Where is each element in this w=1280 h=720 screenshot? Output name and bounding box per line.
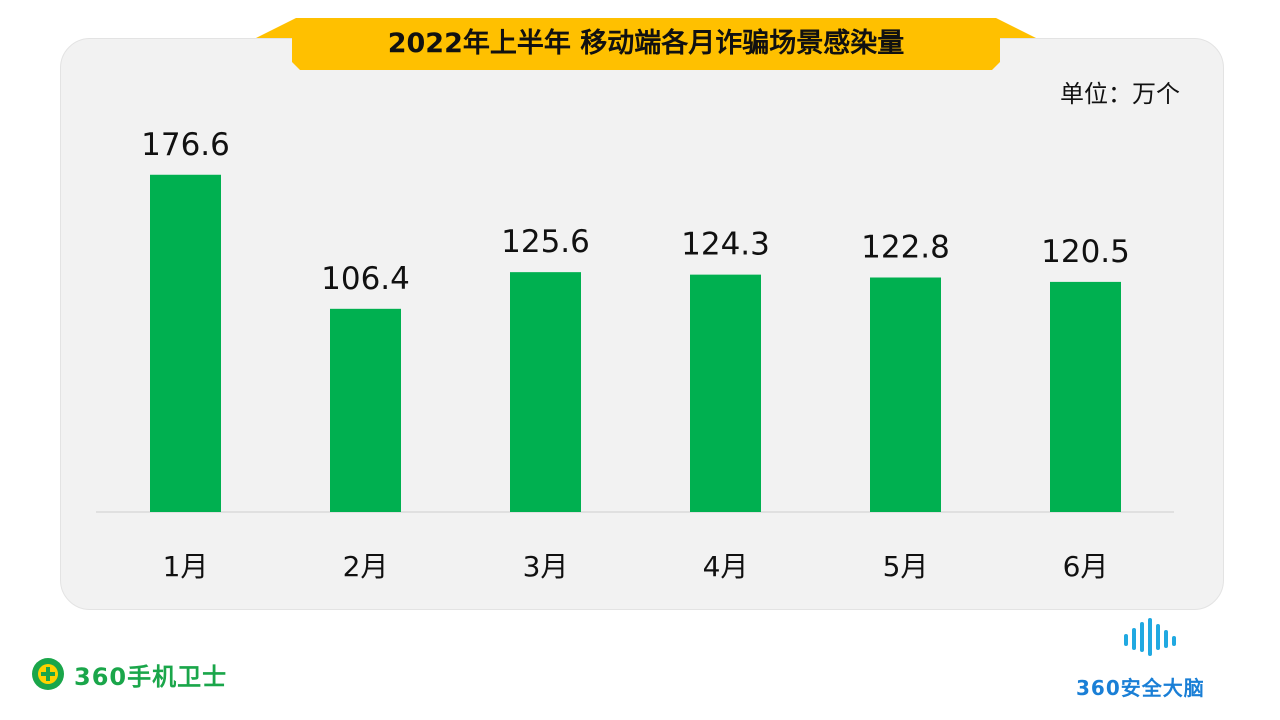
data-label-1: 176.6 [141,127,230,163]
unit-label: 单位：万个 [1060,80,1180,108]
data-label-6: 120.5 [1041,234,1130,270]
logo-360-mobile-guard: 360手机卫士 [30,652,227,696]
bar-4 [690,274,761,512]
title-banner: 2022年上半年 移动端各月诈骗场景感染量 [256,18,1036,70]
logo-360-security-brain: 360安全大脑 [1066,612,1246,702]
shield-plus-icon [32,658,64,690]
x-tick-label-3: 3月 [523,550,569,583]
bar-1 [150,174,221,512]
chart-panel [60,38,1224,610]
data-label-5: 122.8 [861,230,950,266]
bar-3 [510,272,581,512]
title-banner-shape [256,18,1036,70]
x-tick-label-1: 1月 [163,550,209,583]
data-label-3: 125.6 [501,224,590,260]
logo-right-text: 360安全大脑 [1076,676,1205,700]
bar-6 [1050,281,1121,512]
bar-2 [330,308,401,512]
x-tick-label-6: 6月 [1063,550,1109,583]
waveform-icon [1124,618,1176,656]
x-tick-label-4: 4月 [703,550,749,583]
x-tick-label-2: 2月 [343,550,389,583]
x-tick-label-5: 5月 [883,550,929,583]
logo-left-text: 360手机卫士 [74,662,228,691]
bar-5 [870,277,941,512]
chart-title: 2022年上半年 移动端各月诈骗场景感染量 [387,28,905,59]
data-label-2: 106.4 [321,261,410,297]
data-label-4: 124.3 [681,227,770,263]
